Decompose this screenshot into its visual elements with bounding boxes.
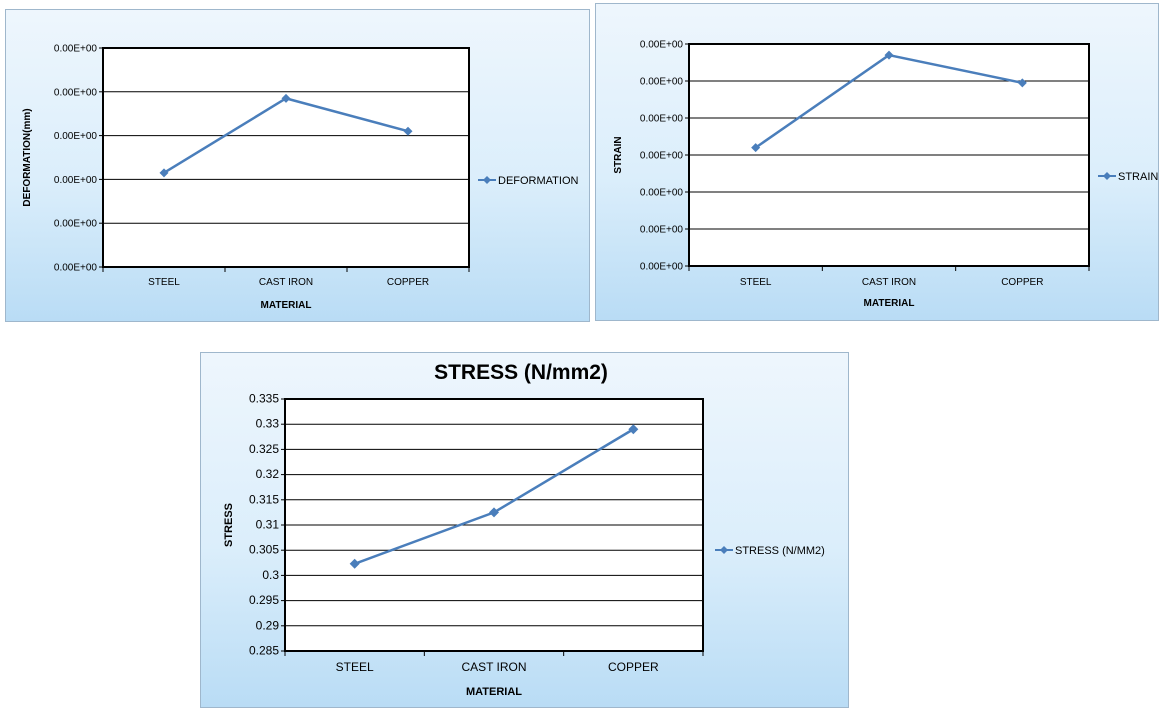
data-point bbox=[751, 143, 761, 153]
y-tick-label: 0.00E+00 bbox=[54, 175, 98, 186]
x-tick-label: COPPER bbox=[608, 660, 659, 674]
data-point bbox=[489, 507, 499, 518]
y-tick-label: 0.3 bbox=[262, 568, 279, 582]
data-point bbox=[281, 93, 291, 103]
stress-chart-panel: 0.285 0.29 0.295 0.3 0.305 0.31 0.315 0.32 0.325… bbox=[200, 352, 849, 708]
y-tick-label: 0.335 bbox=[249, 392, 279, 406]
legend-label: STRESS (N/MM2) bbox=[735, 545, 825, 557]
y-tick-label: 0.295 bbox=[249, 593, 279, 607]
x-tick-label: CAST IRON bbox=[259, 277, 313, 288]
legend-marker bbox=[483, 176, 491, 184]
y-tick-label: 0.285 bbox=[249, 644, 279, 658]
deformation-chart: 0.00E+00 0.00E+00 0.00E+00 0.00E+00 0.00E+00… bbox=[22, 44, 579, 312]
y-axis-title: DEFORMATION(mm) bbox=[22, 108, 33, 206]
y-tick-label: 0.00E+00 bbox=[54, 219, 98, 230]
x-tick-label: STEEL bbox=[148, 277, 180, 288]
plot-border bbox=[688, 43, 1090, 267]
y-tick-label: 0.31 bbox=[256, 518, 280, 532]
y-tick-label: 0.00E+00 bbox=[640, 77, 684, 88]
x-tick-label: CAST IRON bbox=[461, 660, 526, 674]
y-tick-label: 0.00E+00 bbox=[54, 263, 98, 274]
strain-chart: 0.00E+00 0.00E+00 0.00E+00 0.00E+00 0.00E+00… bbox=[613, 40, 1158, 310]
data-point bbox=[1017, 78, 1027, 88]
y-tick-label: 0.00E+00 bbox=[640, 151, 684, 162]
y-tick-label: 0.325 bbox=[249, 442, 279, 456]
y-tick-label: 0.00E+00 bbox=[54, 87, 98, 98]
strain-chart-panel: 0.00E+00 0.00E+00 0.00E+00 0.00E+00 0.00E+00… bbox=[595, 3, 1159, 321]
y-tick-label: 0.29 bbox=[256, 618, 280, 632]
x-axis-title: MATERIAL bbox=[466, 686, 522, 698]
data-point bbox=[884, 50, 894, 60]
y-tick-label: 0.00E+00 bbox=[54, 44, 98, 55]
y-tick-label: 0.315 bbox=[249, 492, 279, 506]
y-tick-label: 0.33 bbox=[256, 417, 280, 431]
data-point bbox=[403, 126, 413, 136]
y-axis-title: STRESS bbox=[223, 503, 235, 547]
data-point bbox=[349, 558, 360, 569]
y-tick-label: 0.00E+00 bbox=[640, 188, 684, 199]
x-tick-label: CAST IRON bbox=[862, 277, 916, 288]
x-tick-label: COPPER bbox=[1001, 277, 1043, 288]
x-tick-label: STEEL bbox=[740, 277, 772, 288]
y-tick-label: 0.00E+00 bbox=[640, 114, 684, 125]
x-tick-label: COPPER bbox=[387, 277, 429, 288]
deformation-chart-panel: 0.00E+00 0.00E+00 0.00E+00 0.00E+00 0.00E+00… bbox=[5, 9, 590, 322]
x-axis-title: MATERIAL bbox=[864, 298, 915, 309]
plot-area bbox=[103, 48, 469, 267]
data-point bbox=[159, 168, 169, 178]
y-tick-label: 0.00E+00 bbox=[640, 262, 684, 273]
y-tick-label: 0.305 bbox=[249, 543, 279, 557]
y-tick-label: 0.00E+00 bbox=[640, 40, 684, 51]
y-axis-title: STRAIN bbox=[613, 136, 624, 173]
y-tick-label: 0.32 bbox=[256, 467, 280, 481]
legend-marker bbox=[720, 546, 728, 554]
chart-title: STRESS (N/mm2) bbox=[434, 361, 608, 384]
legend-label: DEFORMATION bbox=[498, 175, 579, 187]
x-tick-label: STEEL bbox=[336, 660, 374, 674]
y-tick-label: 0.00E+00 bbox=[54, 131, 98, 142]
y-tick-label: 0.00E+00 bbox=[640, 225, 684, 236]
plot-border bbox=[102, 47, 470, 268]
data-point bbox=[628, 424, 639, 435]
x-axis-title: MATERIAL bbox=[261, 300, 312, 311]
stress-chart: 0.285 0.29 0.295 0.3 0.305 0.31 0.315 0.32 0.325… bbox=[223, 361, 825, 698]
plot-border bbox=[284, 398, 704, 652]
legend-marker bbox=[1103, 172, 1111, 180]
legend-label: STRAIN bbox=[1118, 171, 1158, 183]
